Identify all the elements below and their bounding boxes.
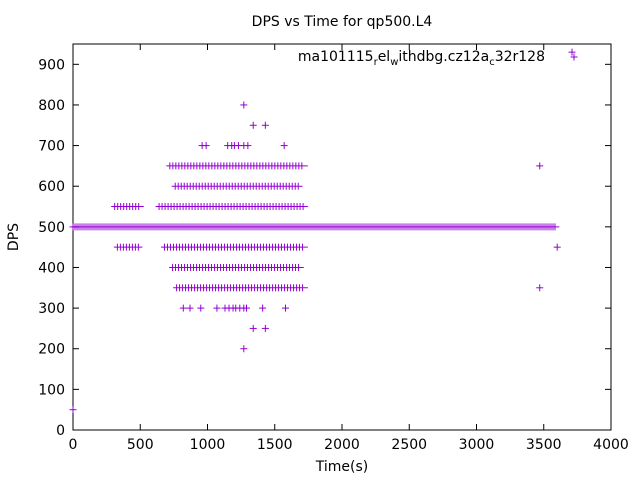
- data-point: [261, 121, 269, 129]
- level-run-350: [173, 284, 308, 292]
- x-tick-label: 4000: [593, 437, 629, 453]
- data-point: [186, 304, 194, 312]
- data-point: [179, 304, 187, 312]
- data-point: [261, 324, 269, 332]
- x-axis-ticks: 0 500 1000 1500 2000 2500 3000 3500 4000: [69, 44, 629, 453]
- data-point: [240, 345, 248, 353]
- data-point: [197, 304, 205, 312]
- data-point: [568, 48, 576, 56]
- y-tick-label: 400: [38, 260, 65, 276]
- level-run-450: [160, 243, 308, 251]
- y-tick-label: 900: [38, 57, 65, 73]
- y-tick-label: 700: [38, 139, 65, 155]
- level-run-550: [155, 203, 308, 211]
- legend-label-subscript: r: [374, 57, 379, 68]
- data-points: [69, 48, 576, 414]
- y-tick-label: 800: [38, 98, 65, 114]
- y-tick-label: 0: [56, 423, 65, 439]
- data-point: [536, 162, 544, 170]
- legend-label-part: el: [378, 49, 391, 65]
- y-tick-label: 200: [38, 342, 65, 358]
- x-tick-label: 0: [69, 437, 78, 453]
- data-point: [240, 101, 248, 109]
- level-run-550: [111, 203, 144, 211]
- data-point: [243, 304, 251, 312]
- data-point: [69, 406, 77, 414]
- legend-marker: [570, 53, 578, 61]
- level-run-400: [169, 263, 304, 271]
- x-tick-label: 3500: [526, 437, 562, 453]
- data-point: [259, 304, 267, 312]
- x-tick-label: 3000: [459, 437, 495, 453]
- level-run-600: [171, 182, 303, 190]
- level-run-650: [166, 162, 308, 170]
- plot-border: [72, 43, 612, 431]
- data-point: [202, 142, 210, 150]
- data-point: [536, 284, 544, 292]
- y-tick-label: 500: [38, 220, 65, 236]
- x-tick-label: 1000: [190, 437, 226, 453]
- level-run-500: [69, 223, 560, 231]
- legend-label-subscript: c: [489, 57, 495, 68]
- y-tick-label: 300: [38, 301, 65, 317]
- x-tick-label: 2000: [324, 437, 360, 453]
- data-point: [244, 142, 252, 150]
- y-tick-label: 100: [38, 382, 65, 398]
- x-tick-label: 2500: [391, 437, 427, 453]
- data-point: [280, 142, 288, 150]
- x-tick-label: 500: [127, 437, 154, 453]
- level-run-450: [113, 243, 143, 251]
- legend-label-part: ma101115: [298, 49, 374, 65]
- x-axis-label: Time(s): [315, 459, 368, 475]
- chart-title: DPS vs Time for qp500.L4: [252, 14, 433, 30]
- legend-label-part: ithdbg.cz12a: [398, 49, 489, 65]
- legend: ma101115relwithdbg.cz12ac32r128: [298, 49, 578, 68]
- data-point: [213, 304, 221, 312]
- data-point: [249, 121, 257, 129]
- data-point: [282, 304, 290, 312]
- legend-label-subscript: w: [390, 57, 398, 68]
- data-point: [553, 243, 561, 251]
- y-axis-label: DPS: [6, 223, 22, 251]
- legend-label: ma101115relwithdbg.cz12ac32r128: [298, 49, 545, 68]
- y-tick-label: 600: [38, 179, 65, 195]
- y-axis-ticks: 0 100 200 300 400 500 600 700 800 900: [38, 57, 611, 439]
- x-tick-label: 1500: [257, 437, 293, 453]
- legend-label-part: 32r128: [495, 49, 545, 65]
- data-point: [249, 324, 257, 332]
